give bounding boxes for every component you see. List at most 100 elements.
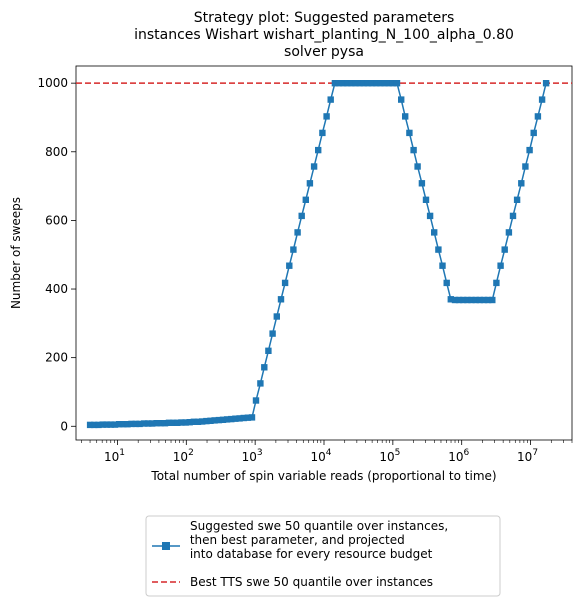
y-axis-label: Number of sweeps <box>9 197 23 309</box>
suggested-series-marker <box>149 420 156 427</box>
suggested-series-marker <box>422 196 430 203</box>
x-tick-label: 107 <box>517 448 538 464</box>
suggested-series-marker <box>455 296 463 304</box>
suggested-series-marker <box>315 146 322 154</box>
suggested-series-marker <box>244 414 252 421</box>
legend-frame <box>145 515 501 597</box>
suggested-series-marker <box>344 80 351 87</box>
suggested-series-marker <box>141 420 148 427</box>
suggested-series-marker <box>136 420 143 428</box>
suggested-series-marker <box>435 246 442 253</box>
suggested-series-marker <box>534 113 542 120</box>
suggested-series-marker <box>95 421 102 429</box>
suggested-series-marker <box>364 80 372 87</box>
suggested-series-marker <box>182 419 189 426</box>
suggested-series-marker <box>530 129 537 137</box>
suggested-series-marker <box>513 196 521 203</box>
plot-area <box>75 65 573 441</box>
suggested-series-marker <box>352 80 359 87</box>
suggested-series-marker <box>203 417 210 425</box>
suggested-series-marker <box>99 421 106 428</box>
y-tick-label: 0 <box>60 419 68 433</box>
suggested-series-marker <box>236 415 243 422</box>
suggested-series-marker <box>398 96 405 103</box>
suggested-series-marker <box>538 96 546 103</box>
suggested-series-marker <box>277 296 285 303</box>
x-tick-label: 102 <box>173 448 194 464</box>
suggested-series-marker <box>497 262 504 269</box>
x-tick-label: 101 <box>104 448 125 464</box>
suggested-series-marker <box>501 246 508 253</box>
suggested-series-marker <box>489 296 496 304</box>
suggested-series-marker <box>377 80 384 87</box>
legend-entry-suggested: Suggested swe 50 quantile over instances… <box>152 519 448 561</box>
suggested-series-marker <box>194 418 202 425</box>
y-tick-label: 800 <box>45 145 68 159</box>
suggested-series-marker <box>207 417 214 424</box>
suggested-series-marker <box>157 420 164 427</box>
suggested-series-marker <box>248 414 256 421</box>
suggested-series-marker <box>124 421 131 428</box>
legend-entry-best-tts: Best TTS swe 50 quantile over instances <box>152 575 433 589</box>
suggested-series-marker <box>215 416 223 424</box>
suggested-series-marker <box>128 420 135 428</box>
suggested-series-marker <box>186 419 193 426</box>
suggested-series-marker <box>170 419 177 426</box>
suggested-series-marker <box>443 279 450 287</box>
suggested-series-line <box>90 82 547 426</box>
suggested-series-marker <box>468 296 475 304</box>
suggested-series-marker <box>290 246 297 253</box>
suggested-series-marker <box>153 420 160 427</box>
suggested-series-marker <box>132 420 139 428</box>
title-line-3: solver pysa <box>284 44 364 60</box>
suggested-series-marker <box>402 113 409 120</box>
suggested-series-marker <box>286 262 293 269</box>
suggested-series-marker <box>319 129 326 137</box>
chart-title: Strategy plot: Suggested parameters inst… <box>134 10 514 60</box>
suggested-series-marker <box>368 80 376 87</box>
suggested-series-marker <box>323 113 330 120</box>
suggested-series-marker <box>107 421 114 428</box>
legend-label-best-tts: Best TTS swe 50 quantile over instances <box>190 575 433 589</box>
title-line-2: instances Wishart wishart_planting_N_100… <box>134 27 514 43</box>
suggested-series-marker <box>257 380 264 387</box>
suggested-series-marker <box>145 420 152 427</box>
x-tick-label: 103 <box>242 448 263 464</box>
suggested-series-marker <box>542 80 550 87</box>
suggested-series-marker <box>360 80 367 87</box>
suggested-series-marker <box>431 229 438 236</box>
suggested-series-marker <box>298 212 305 220</box>
suggested-series-marker <box>439 262 446 269</box>
suggested-series-marker <box>335 80 343 87</box>
suggested-series-marker <box>223 416 231 423</box>
suggested-series-marker <box>406 129 413 137</box>
suggested-series-marker <box>340 80 347 87</box>
suggested-series-marker <box>414 163 421 170</box>
suggested-series-marker <box>273 313 280 320</box>
suggested-series-marker <box>165 419 173 426</box>
suggested-series-marker <box>91 421 98 429</box>
y-tick-label: 400 <box>45 282 68 296</box>
title-line-1: Strategy plot: Suggested parameters <box>194 10 455 26</box>
suggested-series-marker <box>472 296 479 304</box>
suggested-series-marker <box>505 229 513 236</box>
suggested-series-marker <box>306 180 314 187</box>
legend-label-suggested: Suggested swe 50 quantile over instances… <box>186 519 448 561</box>
suggested-series-marker <box>522 163 529 170</box>
suggested-series-marker <box>410 146 417 154</box>
suggested-series-marker <box>178 419 185 426</box>
suggested-series-marker <box>385 80 392 87</box>
suggested-series-marker <box>252 397 260 404</box>
suggested-series-marker <box>451 296 459 304</box>
suggested-series-marker <box>331 80 339 87</box>
suggested-series-marker <box>348 80 355 87</box>
suggested-series-marker <box>518 180 525 187</box>
y-tick-label: 600 <box>45 213 68 227</box>
suggested-series-marker <box>211 417 218 424</box>
suggested-series-marker <box>509 212 517 220</box>
suggested-series-marker <box>103 421 110 428</box>
suggested-series-marker <box>219 416 227 423</box>
suggested-series-marker <box>116 421 123 428</box>
x-tick-label: 105 <box>379 448 400 464</box>
